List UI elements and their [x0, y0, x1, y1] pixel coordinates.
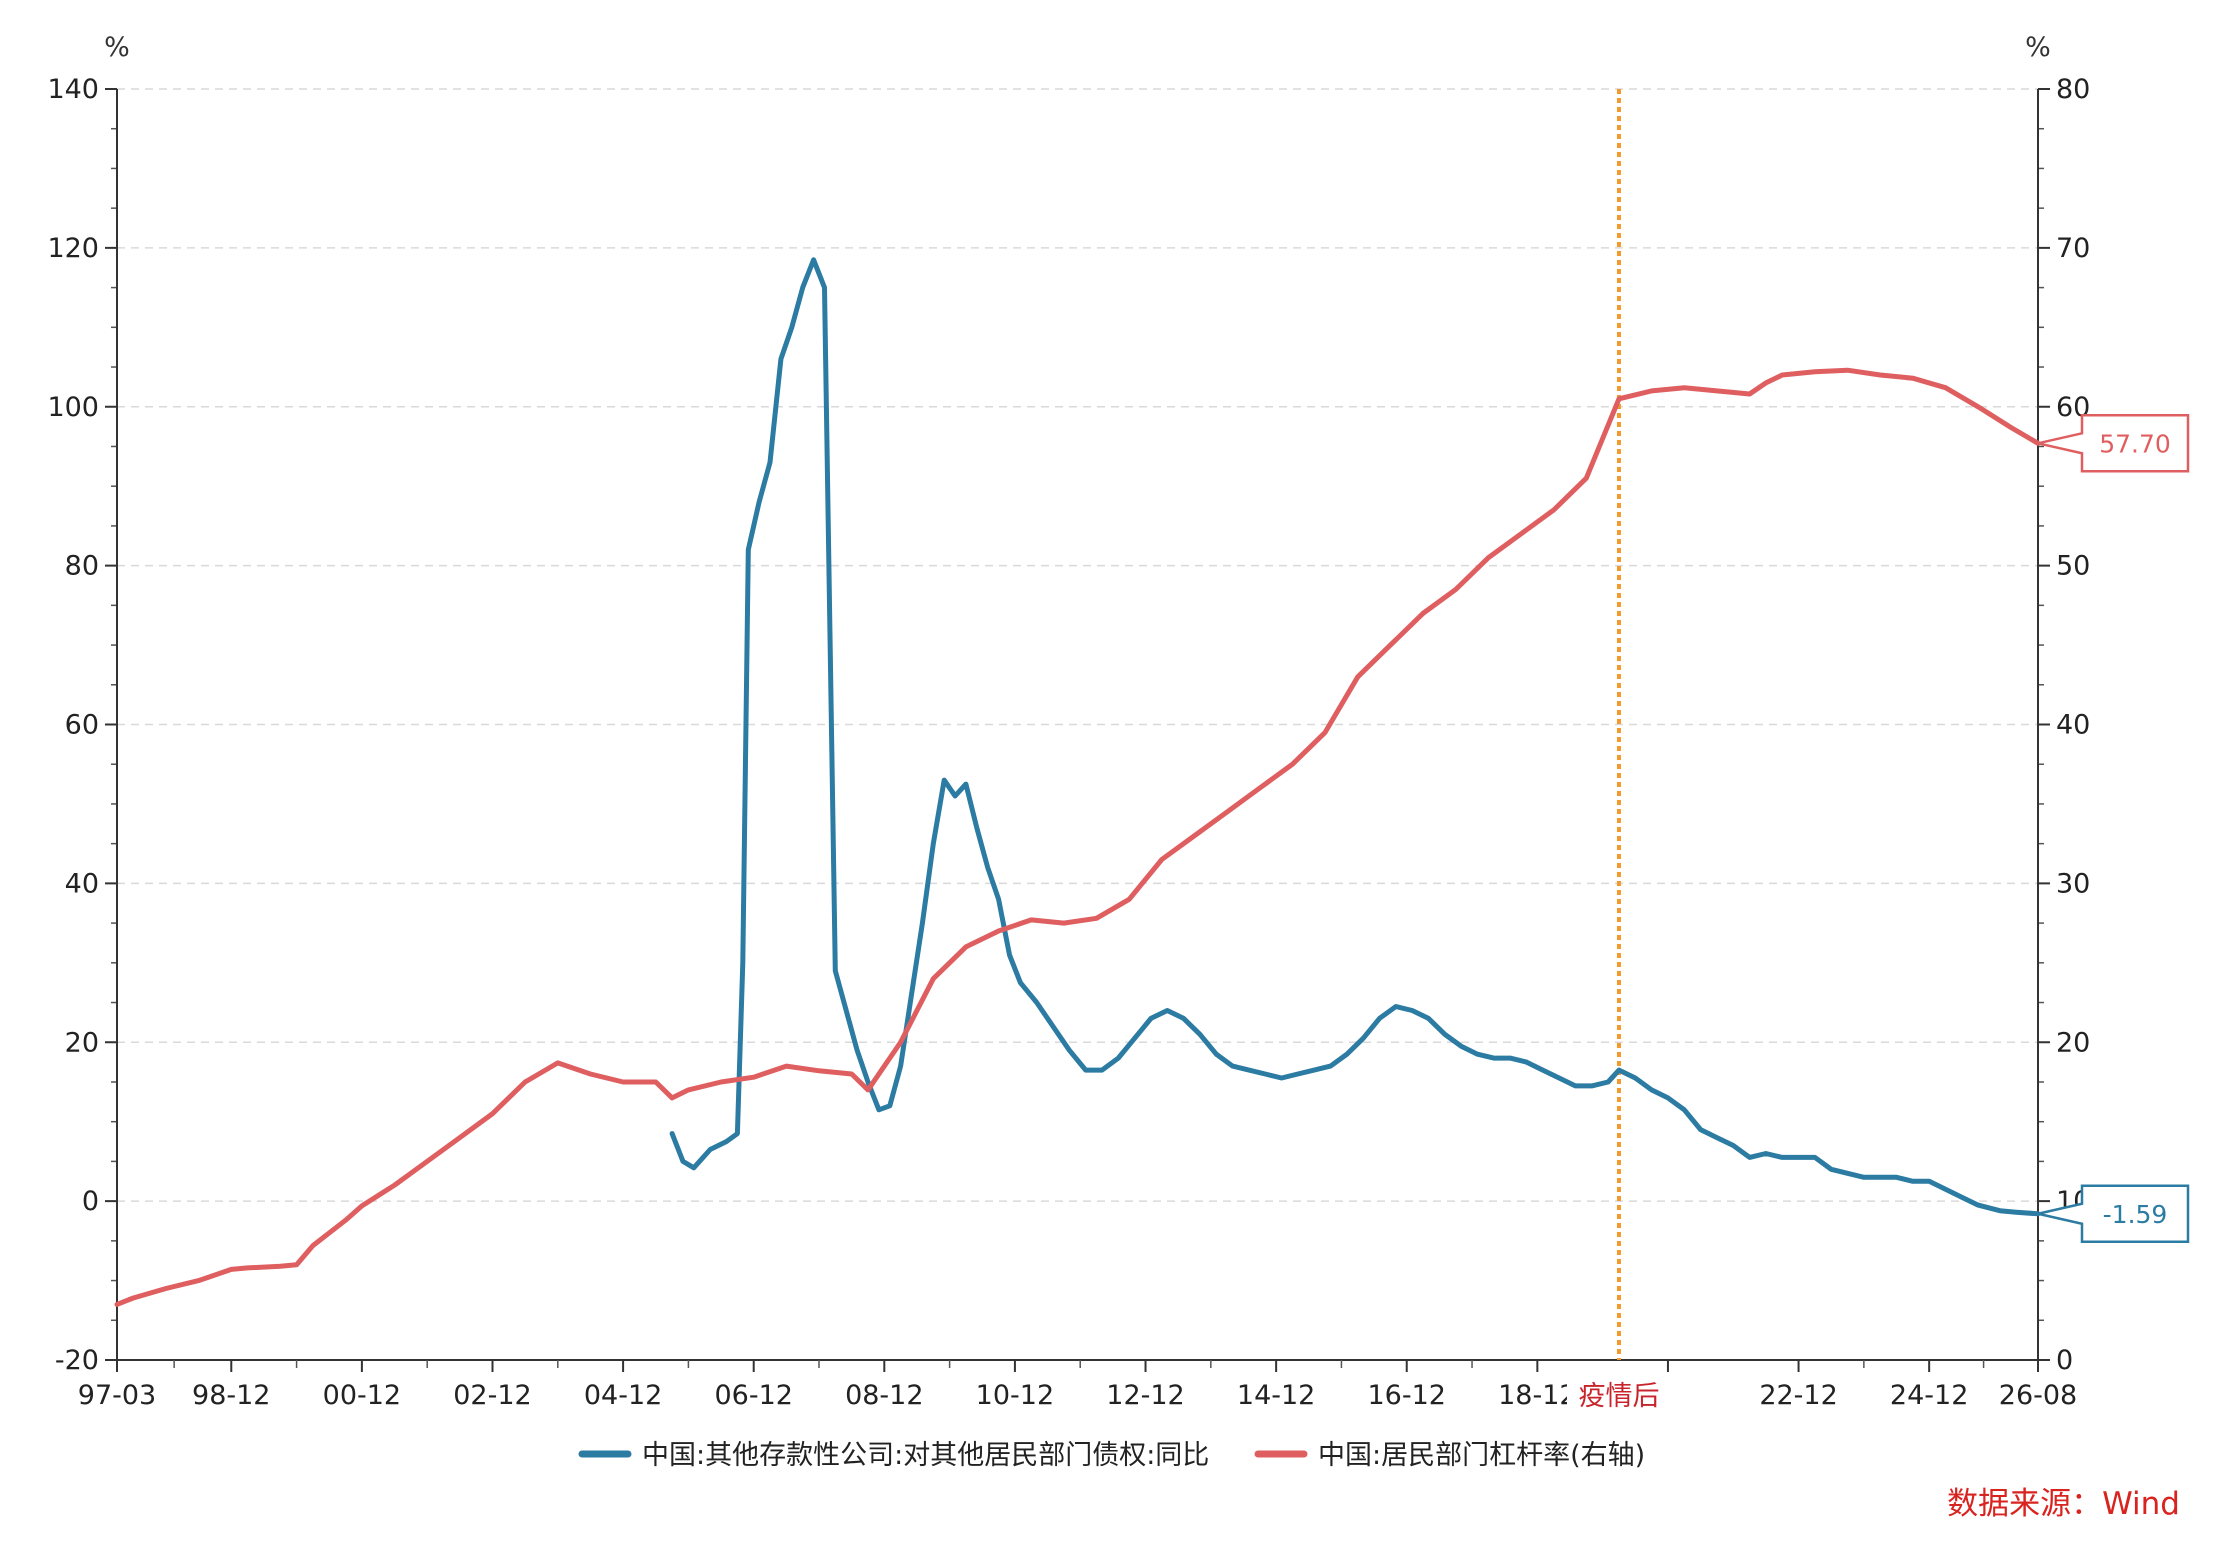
left-tick-label: 40: [65, 868, 99, 899]
end-value-callout: [2037, 1184, 2190, 1244]
right-tick-label: 20: [2056, 1027, 2090, 1058]
x-tick-label: 08-12: [845, 1380, 923, 1411]
series-line-loans-yoy: [669, 257, 2041, 1217]
legend-layer: 中国:其他存款性公司:对其他居民部门债权:同比 中国:居民部门杠杆率(右轴): [578, 1440, 1645, 1471]
left-tick-label: 20: [65, 1027, 99, 1058]
left-tick-label: 140: [47, 74, 99, 105]
marker-label: 疫情后: [1578, 1381, 1659, 1412]
right-tick-label: 0: [2056, 1345, 2073, 1376]
x-tick-label: 18-12: [1498, 1380, 1576, 1411]
left-tick-label: 100: [47, 392, 99, 423]
marker-label-bg: [1566, 1376, 1671, 1414]
label-layer: -1.59 57.70: [2037, 414, 2190, 1244]
legend-label: 中国:其他存款性公司:对其他居民部门债权:同比: [642, 1440, 1209, 1471]
x-tick-label: 04-12: [584, 1380, 662, 1411]
legend-item-household-leverage: 中国:居民部门杠杆率(右轴): [1254, 1440, 1645, 1471]
left-axis-unit: %: [104, 32, 130, 63]
x-tick-label: 22-12: [1759, 1380, 1837, 1411]
right-tick-label: 30: [2056, 868, 2090, 899]
x-tick-label: 06-12: [714, 1380, 792, 1411]
x-tick-label: 26-08: [1999, 1380, 2077, 1411]
x-tick-label: 98-12: [192, 1380, 270, 1411]
left-tick-label: 0: [82, 1186, 99, 1217]
right-axis-unit: %: [2025, 32, 2051, 63]
source-note: 数据来源：Wind: [1947, 1486, 2180, 1522]
x-tick-label: 16-12: [1368, 1380, 1446, 1411]
left-tick-label: 120: [47, 233, 99, 264]
series-line-household-leverage: [114, 367, 2041, 1307]
grid-layer: [117, 88, 2038, 1202]
x-tick-label: 12-12: [1106, 1380, 1184, 1411]
x-tick-label: 97-03: [78, 1380, 156, 1411]
left-tick-label: -20: [55, 1345, 99, 1376]
x-tick-label: 14-12: [1237, 1380, 1315, 1411]
end-value-label: 57.70: [2099, 429, 2171, 458]
axis-layer: -200204060801001201400102030405060708097…: [47, 74, 2090, 1411]
end-value-label: -1.59: [2103, 1200, 2168, 1229]
x-tick-label: 02-12: [453, 1380, 531, 1411]
marker-layer: 疫情后: [1566, 89, 1671, 1414]
legend-label: 中国:居民部门杠杆率(右轴): [1318, 1440, 1645, 1471]
left-tick-label: 60: [65, 710, 99, 741]
x-tick-label: 00-12: [323, 1380, 401, 1411]
series-layer: [114, 257, 2041, 1307]
x-tick-label: 24-12: [1890, 1380, 1968, 1411]
right-tick-label: 80: [2056, 74, 2090, 105]
right-tick-label: 70: [2056, 233, 2090, 264]
right-tick-label: 40: [2056, 710, 2090, 741]
end-value-callout: [2037, 414, 2190, 473]
legend-item-loans-yoy: 中国:其他存款性公司:对其他居民部门债权:同比: [578, 1440, 1209, 1471]
x-tick-label: 10-12: [976, 1380, 1054, 1411]
left-tick-label: 80: [65, 551, 99, 582]
right-tick-label: 50: [2056, 551, 2090, 582]
